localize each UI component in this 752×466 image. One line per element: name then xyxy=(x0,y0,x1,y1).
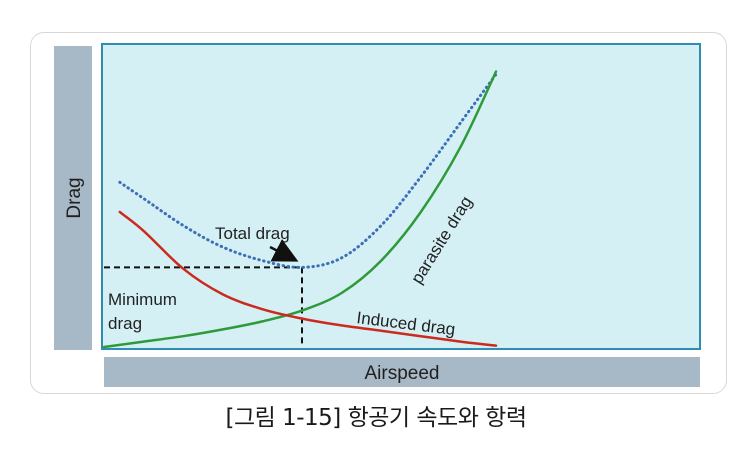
minimum-drag-guides xyxy=(104,266,303,347)
total-drag-label: Total drag xyxy=(215,224,290,243)
parasite-drag-line xyxy=(102,70,498,349)
x-axis-label: Airspeed xyxy=(365,363,440,384)
total-drag-arrow xyxy=(269,239,299,262)
x-axis-bar xyxy=(104,357,700,387)
total-drag-line xyxy=(118,72,498,269)
y-axis-bar xyxy=(54,46,92,350)
minimum-drag-label-line2: drag xyxy=(108,314,142,333)
figure-caption: [그림 1-15] 항공기 속도와 항력 xyxy=(225,405,528,431)
plot-area xyxy=(101,43,701,350)
induced-drag-line xyxy=(118,210,498,347)
y-axis-label: Drag xyxy=(64,177,85,218)
minimum-drag-label-line1: Minimum xyxy=(108,290,177,309)
series-layer xyxy=(102,70,498,349)
